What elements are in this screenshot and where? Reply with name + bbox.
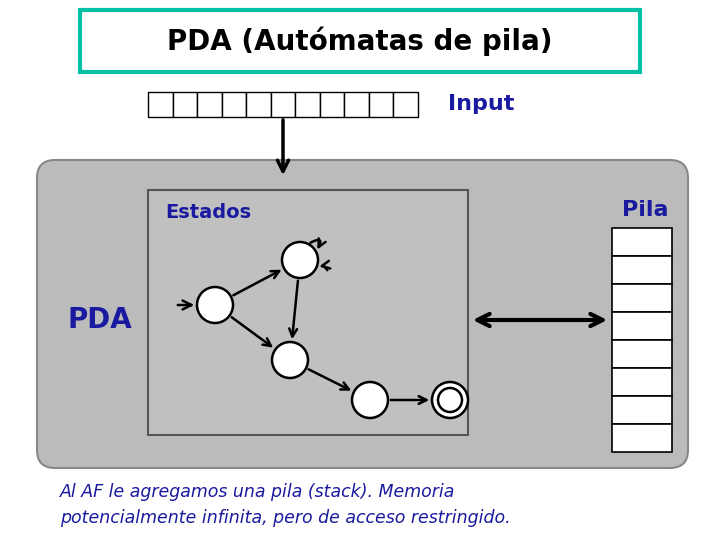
Bar: [222, 92, 246, 117]
Bar: [344, 92, 369, 117]
Bar: [612, 312, 672, 340]
Text: PDA (Autómatas de pila): PDA (Autómatas de pila): [167, 26, 553, 56]
Bar: [295, 92, 320, 117]
Bar: [271, 92, 295, 117]
Text: Al AF le agregamos una pila (stack). Memoria: Al AF le agregamos una pila (stack). Mem…: [60, 483, 455, 501]
Text: PDA: PDA: [68, 306, 132, 334]
Circle shape: [282, 242, 318, 278]
Bar: [612, 256, 672, 284]
Circle shape: [272, 342, 308, 378]
Text: Pila: Pila: [622, 200, 668, 220]
Circle shape: [432, 382, 468, 418]
Text: Estados: Estados: [165, 202, 251, 221]
Text: potencialmente infinita, pero de acceso restringido.: potencialmente infinita, pero de acceso …: [60, 509, 510, 527]
Bar: [148, 92, 173, 117]
Bar: [612, 424, 672, 452]
FancyBboxPatch shape: [80, 10, 640, 72]
Bar: [197, 92, 222, 117]
Bar: [173, 92, 197, 117]
Bar: [369, 92, 393, 117]
Bar: [246, 92, 271, 117]
Bar: [393, 92, 418, 117]
Text: Input: Input: [448, 94, 514, 114]
Circle shape: [352, 382, 388, 418]
FancyBboxPatch shape: [37, 160, 688, 468]
Circle shape: [197, 287, 233, 323]
Bar: [612, 396, 672, 424]
Bar: [612, 340, 672, 368]
Bar: [320, 92, 344, 117]
Bar: [612, 368, 672, 396]
Bar: [148, 190, 468, 435]
Bar: [612, 228, 672, 256]
Bar: [612, 284, 672, 312]
